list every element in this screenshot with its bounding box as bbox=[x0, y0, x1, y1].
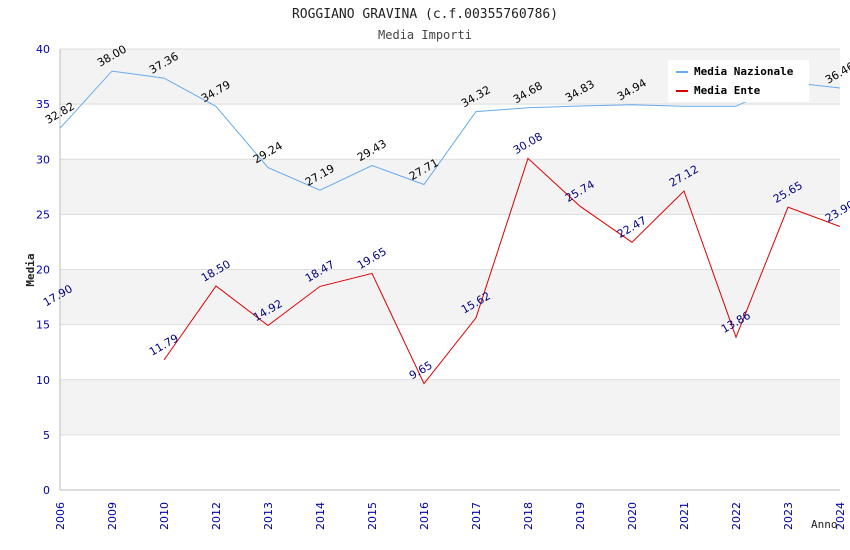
axes bbox=[59, 49, 840, 491]
y-tick-label: 5 bbox=[43, 429, 50, 442]
x-tick-label: 2019 bbox=[574, 502, 587, 530]
x-tick-label: 2024 bbox=[834, 502, 847, 530]
legend-label-ente: Media Ente bbox=[694, 84, 761, 97]
x-tick-label: 2009 bbox=[106, 502, 119, 530]
x-tick-label: 2013 bbox=[262, 502, 275, 530]
x-tick-label: 2021 bbox=[678, 502, 691, 530]
series-line-media-nazionale bbox=[59, 70, 841, 191]
chart-subtitle: Media Importi bbox=[378, 28, 472, 42]
y-tick-label: 15 bbox=[36, 319, 50, 332]
x-tick-label: 2015 bbox=[366, 502, 379, 530]
x-tick-label: 2006 bbox=[54, 502, 67, 530]
grid-band bbox=[60, 379, 840, 435]
x-axis-label: Anno bbox=[811, 518, 838, 531]
series-lines bbox=[59, 70, 841, 385]
grid-band bbox=[60, 159, 840, 215]
x-tick-label: 2018 bbox=[522, 502, 535, 530]
y-axis-label: Media bbox=[24, 253, 37, 286]
x-tick-label: 2014 bbox=[314, 502, 327, 530]
legend-label-nazionale: Media Nazionale bbox=[694, 65, 794, 78]
series-line-media-ente bbox=[163, 157, 841, 385]
x-tick-labels: 2006 2009 2010 2012 2013 2014 2015 2016 2017 2018… bbox=[54, 502, 847, 530]
y-tick-label: 20 bbox=[36, 264, 50, 277]
x-tick-label: 2020 bbox=[626, 502, 639, 530]
grid-band bbox=[60, 269, 840, 325]
y-tick-labels: 0 5 10 15 20 25 30 35 40 bbox=[36, 43, 50, 497]
legend: Media Nazionale Media Ente bbox=[668, 60, 809, 102]
x-tick-label: 2012 bbox=[210, 502, 223, 530]
legend-box bbox=[668, 60, 809, 102]
grid-band bbox=[60, 324, 840, 380]
y-tick-label: 35 bbox=[36, 98, 50, 111]
chart-title: ROGGIANO GRAVINA (c.f.00355760786) bbox=[292, 7, 558, 22]
x-tick-label: 2023 bbox=[782, 502, 795, 530]
x-tick-label: 2017 bbox=[470, 502, 483, 530]
y-tick-label: 10 bbox=[36, 374, 50, 387]
x-tick-label: 2010 bbox=[158, 502, 171, 530]
background-bands bbox=[60, 49, 840, 490]
x-tick-label: 2016 bbox=[418, 502, 431, 530]
y-tick-label: 25 bbox=[36, 208, 50, 221]
y-tick-label: 0 bbox=[43, 484, 50, 497]
y-tick-label: 40 bbox=[36, 43, 50, 56]
y-tick-label: 30 bbox=[36, 153, 50, 166]
grid-band bbox=[60, 214, 840, 270]
grid-band bbox=[60, 104, 840, 160]
x-tick-label: 2022 bbox=[730, 502, 743, 530]
grid-band bbox=[60, 434, 840, 490]
